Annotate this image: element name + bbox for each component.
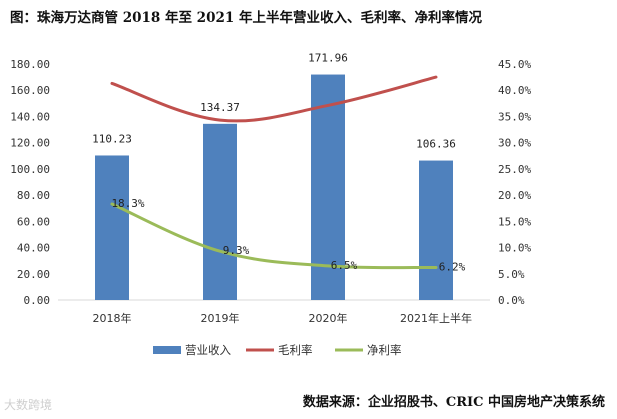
x-axis-category-label: 2020年 xyxy=(309,311,348,325)
revenue-bar-label: 106.36 xyxy=(416,138,456,151)
watermark-text: 大数跨境 xyxy=(4,398,53,412)
right-axis-tick-label: 0.0% xyxy=(498,294,525,307)
net-margin-label: 6.5% xyxy=(331,259,358,272)
right-axis-tick-label: 20.0% xyxy=(498,189,531,202)
left-axis-tick-label: 100.00 xyxy=(10,163,50,176)
revenue-bar xyxy=(419,160,453,300)
right-axis-tick-label: 35.0% xyxy=(498,110,531,123)
revenue-bar xyxy=(95,155,129,300)
left-axis-tick-label: 120.00 xyxy=(10,137,50,150)
x-axis-category-label: 2018年 xyxy=(93,311,132,325)
right-axis-tick-label: 40.0% xyxy=(498,84,531,97)
right-axis-tick-label: 15.0% xyxy=(498,215,531,228)
net-margin-label: 18.3% xyxy=(111,197,144,210)
x-axis-category-label: 2021年上半年 xyxy=(400,311,472,325)
right-axis-tick-label: 10.0% xyxy=(498,242,531,255)
revenue-bar-label: 171.96 xyxy=(308,52,348,65)
legend-label: 净利率 xyxy=(367,343,402,357)
left-axis-tick-label: 40.00 xyxy=(17,242,50,255)
chart-title: 图：珠海万达商管 2018 年至 2021 年上半年营业收入、毛利率、净利率情况 xyxy=(10,10,482,26)
left-axis-tick-label: 160.00 xyxy=(10,84,50,97)
net-margin-line xyxy=(110,202,438,270)
net-margin-label: 9.3% xyxy=(223,244,250,257)
left-axis-tick-label: 140.00 xyxy=(10,110,50,123)
net-margin-label: 6.2% xyxy=(439,260,466,273)
left-axis-tick-label: 180.00 xyxy=(10,58,50,71)
gross-margin-line xyxy=(110,75,438,123)
legend-label: 毛利率 xyxy=(278,343,313,357)
right-axis-tick-label: 45.0% xyxy=(498,58,531,71)
right-axis-tick-label: 25.0% xyxy=(498,163,531,176)
revenue-bar xyxy=(203,123,237,301)
left-axis-tick-label: 80.00 xyxy=(17,189,50,202)
left-axis-tick-label: 60.00 xyxy=(17,215,50,228)
left-axis-tick-label: 0.00 xyxy=(24,294,51,307)
x-axis-category-label: 2019年 xyxy=(201,311,240,325)
right-axis-tick-label: 30.0% xyxy=(498,137,531,150)
right-axis-tick-label: 5.0% xyxy=(498,268,525,281)
revenue-bar-label: 134.37 xyxy=(200,101,240,114)
legend-swatch-revenue xyxy=(153,346,181,354)
legend-label: 营业收入 xyxy=(185,343,231,357)
data-source-note: 数据来源：企业招股书、CRIC 中国房地产决策系统 xyxy=(302,395,605,410)
left-axis-tick-label: 20.00 xyxy=(17,268,50,281)
revenue-bar-label: 110.23 xyxy=(92,132,132,145)
revenue-bar xyxy=(311,74,345,300)
